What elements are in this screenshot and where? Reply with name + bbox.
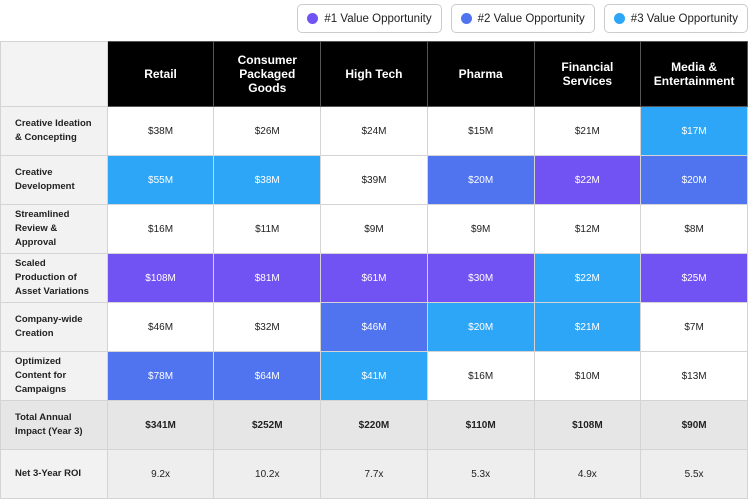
value-cell: $252M	[213, 400, 322, 450]
value-cell: $38M	[213, 155, 322, 205]
value-cell: $20M	[426, 155, 535, 205]
value-cell: $15M	[426, 106, 535, 156]
value-cell: $24M	[320, 106, 428, 156]
row-label: Optimized Content for Campaigns	[0, 351, 108, 401]
value-cell: $21M	[533, 106, 642, 156]
value-cell: $16M	[106, 204, 215, 254]
row-label: Company-wide Creation	[0, 302, 108, 352]
table-row: Creative Development $55M $38M $39M $20M $22M…	[0, 155, 748, 205]
legend-label: #3 Value Opportunity	[630, 12, 738, 25]
value-cell: $39M	[320, 155, 428, 205]
value-cell: 7.7x	[320, 449, 428, 499]
table-row: Streamlined Review & Approval $16M $11M $9M…	[0, 204, 748, 254]
value-cell: $9M	[320, 204, 428, 254]
value-cell: $61M	[320, 253, 428, 303]
column-header: High Tech	[320, 41, 428, 107]
value-cell: $26M	[213, 106, 322, 156]
corner-cell	[0, 41, 108, 107]
value-cell: $108M	[533, 400, 642, 450]
value-cell: $46M	[106, 302, 215, 352]
value-cell: $17M	[640, 106, 748, 156]
table-row: Total Annual Impact (Year 3) $341M $252M $2…	[0, 400, 748, 450]
column-header: Consumer Packaged Goods	[213, 41, 322, 107]
table-row: Company-wide Creation $46M $32M $46M $20M $21…	[0, 302, 748, 352]
row-label: Creative Ideation & Concepting	[0, 106, 108, 156]
value-cell: $220M	[320, 400, 428, 450]
value-cell: $22M	[533, 253, 642, 303]
value-cell: 9.2x	[106, 449, 215, 499]
value-cell: $32M	[213, 302, 322, 352]
table-body: Creative Ideation & Concepting $38M $26M $2…	[0, 106, 748, 499]
value-cell: $13M	[640, 351, 748, 401]
row-label: Scaled Production of Asset Variations	[0, 253, 108, 303]
value-cell: $21M	[533, 302, 642, 352]
value-cell: $20M	[426, 302, 535, 352]
value-cell: $9M	[426, 204, 535, 254]
value-cell: $22M	[533, 155, 642, 205]
column-header: Retail	[106, 41, 215, 107]
value-cell: $110M	[426, 400, 535, 450]
value-cell: $55M	[106, 155, 215, 205]
header-row: Retail Consumer Packaged Goods High Tech Ph…	[0, 41, 748, 107]
legend-item: #2 Value Opportunity	[450, 4, 595, 33]
value-cell: 5.3x	[426, 449, 535, 499]
table-row: Scaled Production of Asset Variations $10…	[0, 253, 748, 303]
value-cell: $46M	[320, 302, 428, 352]
column-header: Media & Entertainment	[640, 41, 748, 107]
value-cell: $90M	[640, 400, 748, 450]
value-cell: $30M	[426, 253, 535, 303]
value-cell: $41M	[320, 351, 428, 401]
table-row: Optimized Content for Campaigns $78M $64M $…	[0, 351, 748, 401]
column-header: Pharma	[426, 41, 535, 107]
legend-dot	[460, 13, 472, 24]
value-cell: $64M	[213, 351, 322, 401]
value-cell: 5.5x	[640, 449, 748, 499]
row-label: Creative Development	[0, 155, 108, 205]
value-table: Retail Consumer Packaged Goods High Tech Ph…	[0, 41, 748, 499]
column-header: Financial Services	[533, 41, 642, 107]
legend-label: #1 Value Opportunity	[324, 12, 432, 25]
value-cell: $341M	[106, 400, 215, 450]
value-cell: $11M	[213, 204, 322, 254]
table-row: Creative Ideation & Concepting $38M $26M $2…	[0, 106, 748, 156]
value-cell: $7M	[640, 302, 748, 352]
legend-dot	[307, 13, 319, 24]
table-row: Net 3-Year ROI 9.2x 10.2x 7.7x 5.3x 4.9x 5.5x	[0, 449, 748, 499]
legend-item: #1 Value Opportunity	[297, 4, 442, 33]
value-cell: $10M	[533, 351, 642, 401]
value-cell: $16M	[426, 351, 535, 401]
value-cell: $20M	[640, 155, 748, 205]
value-cell: $25M	[640, 253, 748, 303]
value-cell: $78M	[106, 351, 215, 401]
value-cell: $12M	[533, 204, 642, 254]
row-label: Total Annual Impact (Year 3)	[0, 400, 108, 450]
value-cell: $81M	[213, 253, 322, 303]
legend-dot	[613, 13, 625, 24]
value-cell: 4.9x	[533, 449, 642, 499]
row-label: Streamlined Review & Approval	[0, 204, 108, 254]
value-cell: $108M	[106, 253, 215, 303]
legend: #1 Value Opportunity #2 Value Opportunity…	[297, 4, 748, 33]
row-label: Net 3-Year ROI	[0, 449, 108, 499]
value-cell: 10.2x	[213, 449, 322, 499]
value-cell: $8M	[640, 204, 748, 254]
legend-item: #3 Value Opportunity	[603, 4, 748, 33]
value-cell: $38M	[106, 106, 215, 156]
legend-label: #2 Value Opportunity	[477, 12, 585, 25]
